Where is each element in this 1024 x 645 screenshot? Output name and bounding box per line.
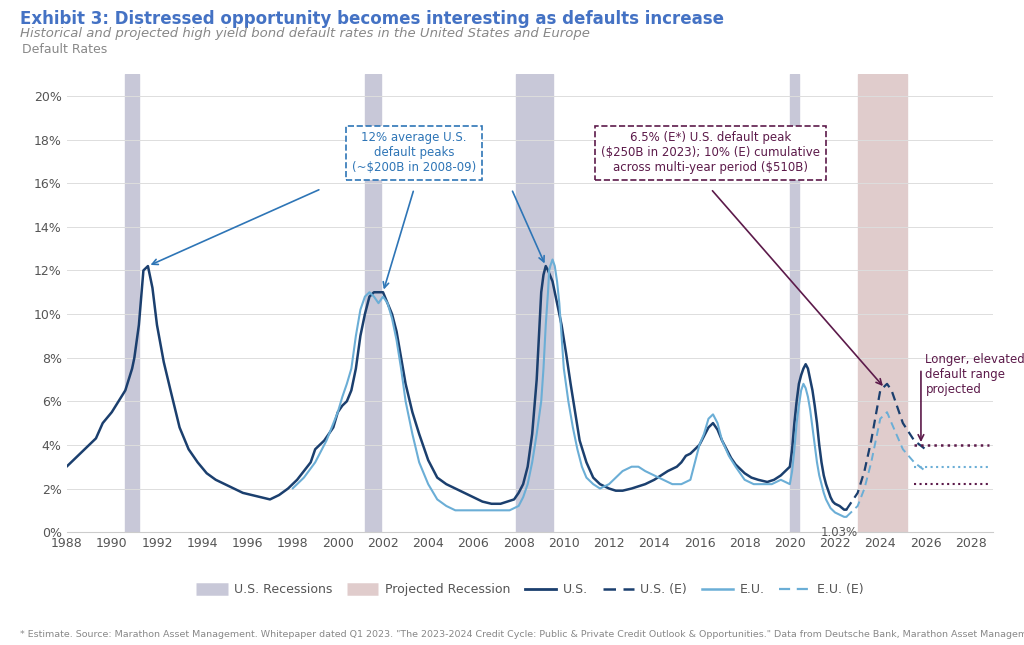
Text: * Estimate. Source: Marathon Asset Management. Whitepaper dated Q1 2023. "The 20: * Estimate. Source: Marathon Asset Manag… [20,630,1024,639]
Text: 12% average U.S.
default peaks
(~$200B in 2008-09): 12% average U.S. default peaks (~$200B i… [352,132,476,174]
Bar [125,74,139,532]
Text: 6.5% (E*) U.S. default peak
($250B in 2023); 10% (E) cumulative
across multi-yea: 6.5% (E*) U.S. default peak ($250B in 20… [601,132,820,174]
Bar [365,74,381,532]
Text: Longer, elevated
default range
projected: Longer, elevated default range projected [926,353,1024,396]
Bar [858,74,907,532]
Bar [516,74,553,532]
Text: 1.03%: 1.03% [821,526,858,539]
Bar [790,74,799,532]
Text: Default Rates: Default Rates [23,43,108,56]
Legend: U.S. Recessions, Projected Recession, U.S., U.S. (E), E.U., E.U. (E): U.S. Recessions, Projected Recession, U.… [191,579,868,601]
Text: Exhibit 3: Distressed opportunity becomes interesting as defaults increase: Exhibit 3: Distressed opportunity become… [20,10,725,28]
Text: Historical and projected high yield bond default rates in the United States and : Historical and projected high yield bond… [20,27,591,40]
